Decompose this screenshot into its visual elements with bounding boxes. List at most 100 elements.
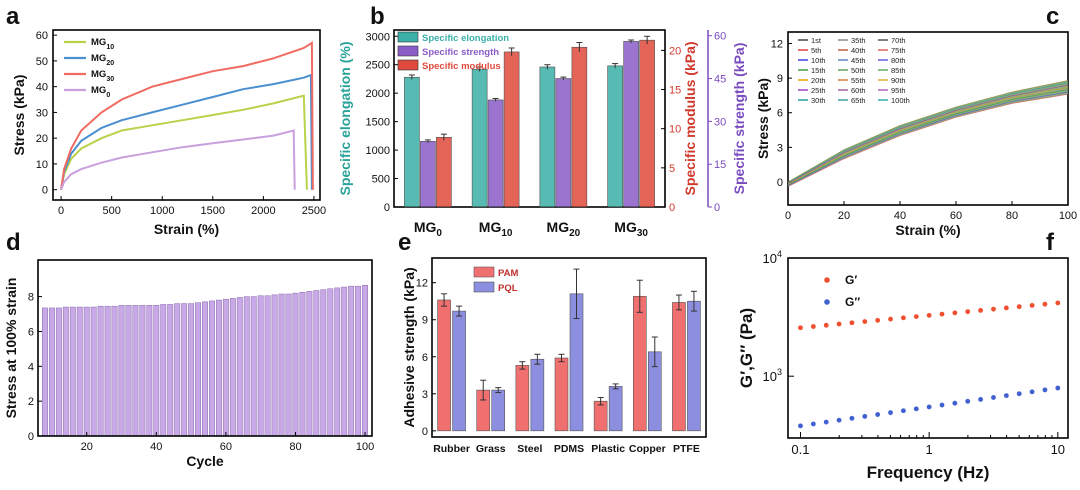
y-tick-label: 8 <box>28 292 34 304</box>
bar-cycle-40 <box>153 305 160 437</box>
bar-cycle-10 <box>48 307 55 437</box>
category-label: PTFE <box>673 443 700 455</box>
y-axis-label: G′,G′′ (Pa) <box>737 308 756 388</box>
y-tick-label: 3 <box>422 389 428 401</box>
legend-swatch <box>397 59 419 71</box>
legend-entry: 35th <box>851 36 866 45</box>
panel-label: e <box>398 229 411 256</box>
bar-cycle-74 <box>271 294 278 437</box>
bar-mg20 <box>571 46 588 208</box>
data-point-g-prime <box>952 310 958 316</box>
data-point-g-prime <box>797 324 804 331</box>
y-right1-tick-label: 0 <box>669 202 675 214</box>
series-line-mg20 <box>60 73 313 190</box>
bar-plastic-pam <box>593 400 608 432</box>
data-point-g-prime <box>900 315 907 321</box>
panel-f: f 0.1 1 10 103 104 Frequency (Hz) G′,G′′ (Pa) G′… <box>737 229 1069 482</box>
panel-label: f <box>1046 229 1055 256</box>
y-tick-label: 50 <box>36 56 48 68</box>
data-point-g-double-prime <box>900 407 907 414</box>
legend-entry: 5th <box>811 46 821 55</box>
x-tick-label: 0 <box>785 210 791 222</box>
x-tick-label: 2000 <box>251 205 275 217</box>
panel-a: a 0 500 1000 1500 2000 2500 0 10 20 30 40 50 60 Strain… <box>6 3 326 237</box>
bar-cycle-44 <box>167 304 174 437</box>
data-point-g-prime <box>887 316 894 322</box>
y-tick-label: 6 <box>28 326 34 338</box>
data-point-g-prime <box>913 313 920 320</box>
bar-cycle-54 <box>202 301 208 437</box>
data-point-g-prime <box>990 306 997 312</box>
legend-swatch <box>397 45 419 57</box>
bar-plastic-pql <box>608 386 623 432</box>
bar-mg0 <box>420 141 436 208</box>
legend-entry: 65th <box>851 96 866 105</box>
y-tick-label: 3000 <box>366 31 390 43</box>
x-tick-label: 2500 <box>302 205 326 217</box>
x-tick-label: 40 <box>150 441 162 453</box>
bar-cycle-72 <box>264 295 271 437</box>
legend-entry: 45th <box>851 56 866 65</box>
x-tick-label: 60 <box>220 441 232 453</box>
bar-grass-pql <box>491 389 506 432</box>
y-tick-label: 60 <box>36 30 48 42</box>
y-tick-label: 0 <box>777 177 783 189</box>
legend-entry: G′′ <box>845 295 860 309</box>
bar-cycle-62 <box>229 298 236 437</box>
y-right2-tick-label: 60 <box>714 31 726 43</box>
data-point-g-double-prime <box>1055 385 1061 391</box>
cycle-curve <box>787 91 1069 187</box>
panel-label: d <box>6 229 21 256</box>
bar-cycle-78 <box>285 293 292 437</box>
category-label: MG10 <box>479 219 513 239</box>
x-axis-label: Strain (%) <box>895 222 960 238</box>
data-point-g-double-prime <box>939 402 945 408</box>
y-tick-label: 0 <box>28 431 34 443</box>
bar-cycle-32 <box>125 305 132 437</box>
bar-mg10 <box>471 68 488 208</box>
y-tick-label: 103 <box>763 367 782 384</box>
data-point-g-double-prime <box>926 404 932 410</box>
y-tick-label: 104 <box>763 249 782 266</box>
legend-entry: 25th <box>811 86 826 95</box>
bar-mg10 <box>487 99 504 208</box>
bar-cycle-30 <box>118 305 125 437</box>
data-point-g-double-prime <box>1029 388 1035 395</box>
y-tick-label: 40 <box>36 82 48 94</box>
data-point-g-prime <box>836 321 842 327</box>
y-tick-label: 500 <box>372 174 390 186</box>
panel-d: d 20 40 60 80 100 0 2 4 6 8 Cycle Stress at 100% str… <box>3 229 374 469</box>
bar-cycle-92 <box>334 287 341 437</box>
cycle-curve <box>787 87 1069 185</box>
category-label: MG0 <box>414 219 443 239</box>
legend-entry: 55th <box>851 76 866 85</box>
data-point-g-double-prime <box>849 415 855 422</box>
category-label: Copper <box>629 443 666 455</box>
y-right2-tick-label: 15 <box>714 159 726 171</box>
axes-frame <box>431 257 707 438</box>
y-tick-label: 4 <box>28 361 34 373</box>
bar-cycle-66 <box>243 296 250 437</box>
legend-entry: 60th <box>851 86 866 95</box>
data-point-g-double-prime <box>964 398 971 405</box>
x-tick-label: 1 <box>926 442 933 457</box>
bar-cycle-90 <box>327 288 334 437</box>
y-axis-label: Stress (kPa) <box>11 75 27 156</box>
legend-swatch <box>473 266 495 278</box>
category-label: PDMS <box>554 443 584 455</box>
y-right1-tick-label: 10 <box>669 124 681 136</box>
legend-entry: 75th <box>891 46 906 55</box>
x-tick-label: 500 <box>102 205 120 217</box>
legend-entry: G′ <box>845 273 857 287</box>
bar-cycle-24 <box>97 305 104 437</box>
y-tick-label: 6 <box>422 352 428 364</box>
panel-label: b <box>370 3 385 30</box>
y-tick-label: 10 <box>36 159 48 171</box>
bar-cycle-46 <box>174 303 181 437</box>
legend-entry: 80th <box>891 56 906 65</box>
data-point-g-double-prime <box>823 419 830 425</box>
bar-cycle-18 <box>76 306 83 437</box>
x-tick-label: 100 <box>1059 210 1077 222</box>
bar-cycle-100 <box>362 285 368 437</box>
